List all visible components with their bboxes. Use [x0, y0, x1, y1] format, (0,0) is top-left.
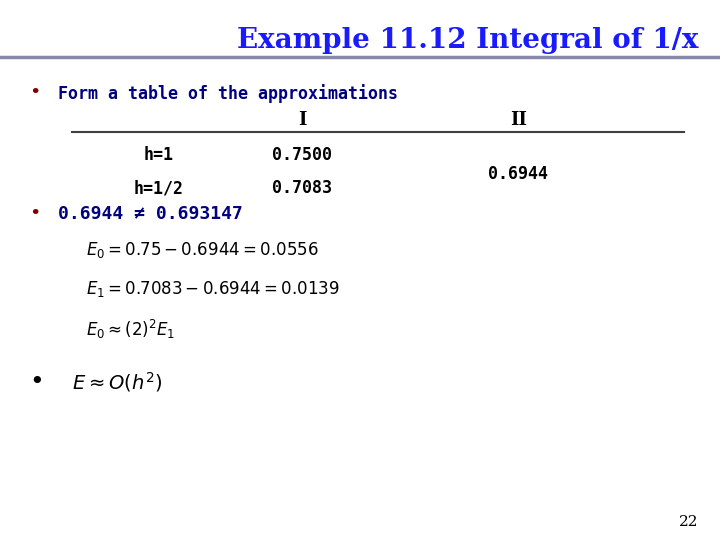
Text: h=1: h=1 — [143, 146, 174, 164]
Text: $E_1 = 0.7083 - 0.6944 = 0.0139$: $E_1 = 0.7083 - 0.6944 = 0.0139$ — [86, 279, 340, 299]
Text: 0.7083: 0.7083 — [272, 179, 333, 197]
Text: $E \approx O(h^2)$: $E \approx O(h^2)$ — [72, 370, 162, 394]
Text: II: II — [510, 111, 527, 129]
Text: $E_0 \approx (2)^2 E_1$: $E_0 \approx (2)^2 E_1$ — [86, 318, 176, 341]
Text: •: • — [29, 84, 40, 102]
Text: I: I — [298, 111, 307, 129]
Text: $E_0 = 0.75 - 0.6944 = 0.0556$: $E_0 = 0.75 - 0.6944 = 0.0556$ — [86, 240, 319, 260]
Text: •: • — [29, 370, 43, 394]
Text: 0.6944 ≠ 0.693147: 0.6944 ≠ 0.693147 — [58, 205, 243, 223]
Text: 0.7500: 0.7500 — [272, 146, 333, 164]
Text: •: • — [29, 205, 40, 223]
Text: 0.6944: 0.6944 — [488, 165, 549, 183]
Text: Example 11.12 Integral of 1/x: Example 11.12 Integral of 1/x — [237, 27, 698, 54]
Text: 22: 22 — [679, 515, 698, 529]
Text: h=1/2: h=1/2 — [133, 179, 184, 197]
Text: Form a table of the approximations: Form a table of the approximations — [58, 84, 397, 103]
